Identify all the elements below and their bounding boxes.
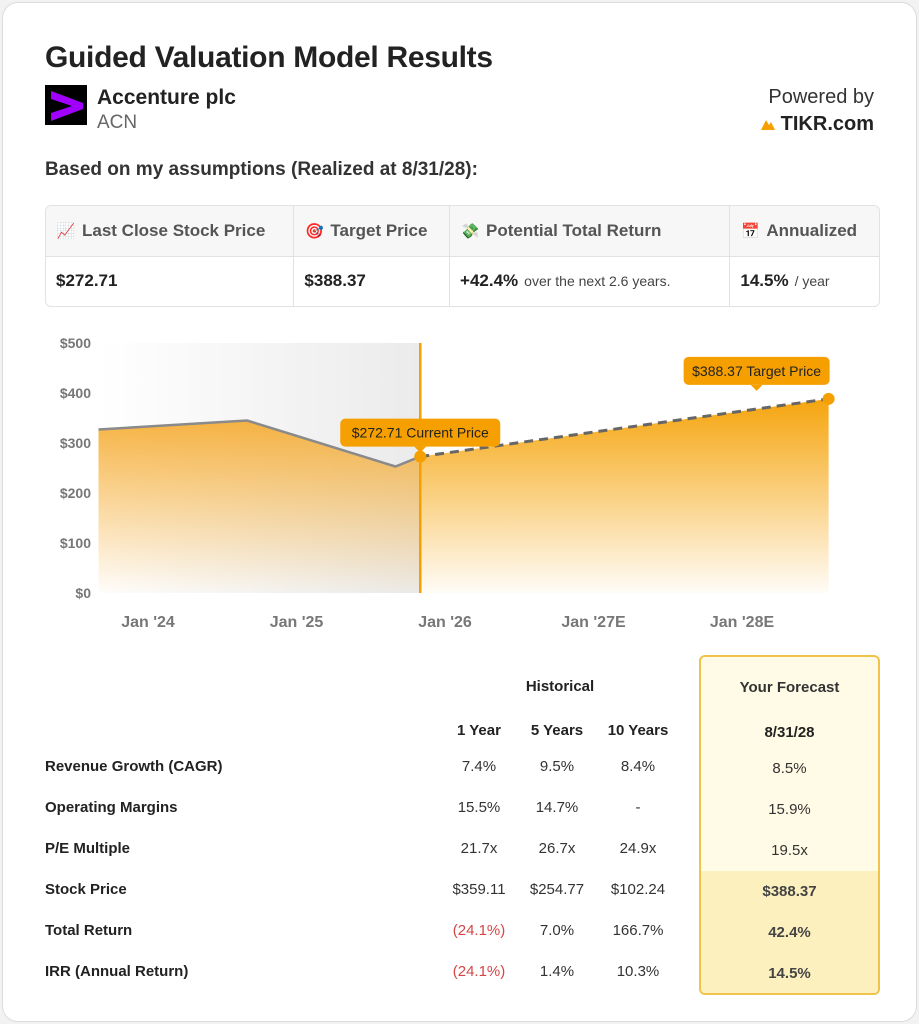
forecast-cell: 19.5x	[771, 842, 808, 859]
y-tick-label: $0	[75, 585, 91, 601]
assumptions-subtitle: Based on my assumptions (Realized at 8/3…	[45, 159, 478, 180]
row-label: Total Return	[45, 922, 133, 939]
target-price-label-pointer	[750, 384, 763, 391]
forecast-line	[420, 397, 829, 459]
page-title: Guided Valuation Model Results	[45, 41, 493, 74]
powered-by: Powered by TIKR.com	[760, 86, 874, 136]
target-icon: 🎯	[305, 221, 324, 240]
tikr-logo-icon	[760, 113, 775, 136]
chart-increasing-icon: 📈	[56, 221, 76, 240]
current-price-label-bg	[340, 418, 501, 447]
table-cell: 7.0%	[539, 922, 575, 939]
summary-label: Last Close Stock Price	[82, 220, 266, 240]
summary-col-annualized: 📅 Annualized 14.5% / year	[730, 206, 879, 306]
calendar-icon: 📅	[741, 221, 760, 240]
target-price-label-bg	[683, 356, 830, 385]
table-cell: 24.9x	[619, 840, 657, 857]
table-cell: 14.7%	[535, 799, 579, 816]
table-cell: 15.5%	[457, 799, 501, 816]
last-close-value: $272.71	[56, 271, 118, 291]
summary-col-last-close: 📈 Last Close Stock Price $272.71	[46, 206, 295, 306]
x-tick-label: Jan '27E	[561, 614, 626, 631]
x-tick-label: Jan '28E	[710, 614, 775, 631]
y-tick-label: $500	[60, 335, 91, 351]
summary-label: Annualized	[766, 220, 858, 240]
column-header: 5 Years	[530, 722, 584, 739]
summary-col-target: 🎯 Target Price $388.37	[294, 206, 451, 306]
table-cell: $102.24	[610, 881, 666, 898]
forecast-header: Your Forecast	[739, 679, 840, 696]
historical-line	[98, 419, 421, 468]
total-return-value: +42.4%	[460, 271, 519, 291]
table-cell: 26.7x	[538, 840, 576, 857]
current-price-point	[414, 450, 427, 463]
target-price-point	[822, 392, 835, 405]
table-cell: 1.4%	[539, 963, 575, 980]
current-price-label-pointer	[414, 446, 427, 453]
historical-header: Historical	[525, 678, 595, 695]
y-tick-label: $200	[60, 485, 91, 501]
table-cell: 166.7%	[612, 922, 664, 939]
row-label: P/E Multiple	[45, 840, 131, 857]
annualized-note: / year	[794, 273, 830, 290]
row-label: IRR (Annual Return)	[45, 963, 189, 980]
table-cell: $254.77	[529, 881, 585, 898]
forecast-cell: $388.37	[762, 883, 817, 900]
y-tick-label: $100	[60, 535, 91, 551]
total-return-note: over the next 2.6 years.	[524, 273, 671, 290]
column-header: 1 Year	[457, 722, 501, 739]
summary-label: Potential Total Return	[486, 220, 662, 240]
forecast-area	[420, 398, 829, 593]
target-price-label: $388.37 Target Price	[692, 363, 821, 379]
y-tick-label: $400	[60, 385, 91, 401]
forecast-cell: 42.4%	[768, 924, 811, 941]
company-ticker: ACN	[97, 112, 138, 133]
forecast-date-header: 8/31/28	[764, 724, 815, 741]
x-tick-label: Jan '24	[121, 614, 175, 631]
table-cell: 10.3%	[616, 963, 660, 980]
money-wings-icon: 💸	[460, 221, 480, 240]
table-cell: $359.11	[452, 881, 506, 898]
forecast-column	[699, 655, 880, 995]
annualized-value: 14.5%	[740, 271, 789, 291]
tikr-brand-text: TIKR.com	[780, 113, 874, 135]
tikr-brand-link[interactable]: TIKR.com	[760, 113, 874, 136]
forecast-cell: 14.5%	[768, 965, 811, 982]
table-cell: 9.5%	[539, 758, 575, 775]
historical-area	[98, 420, 421, 593]
table-cell: (24.1%)	[452, 922, 506, 939]
target-price-value: $388.37	[304, 271, 366, 291]
forecast-cell: 8.5%	[772, 760, 807, 777]
row-label: Stock Price	[45, 881, 127, 898]
forecast-cell: 15.9%	[768, 801, 811, 818]
current-price-label: $272.71 Current Price	[352, 425, 489, 441]
x-tick-label: Jan '25	[270, 614, 324, 631]
company-name: Accenture plc	[97, 86, 236, 109]
powered-by-label: Powered by	[768, 86, 874, 108]
table-cell: 21.7x	[460, 840, 498, 857]
accenture-logo-icon	[45, 85, 87, 125]
summary-col-total-return: 💸 Potential Total Return +42.4% over the n…	[450, 206, 731, 306]
x-tick-label: Jan '26	[418, 614, 472, 631]
y-tick-label: $300	[60, 435, 91, 451]
table-cell: 8.4%	[620, 758, 656, 775]
table-cell: (24.1%)	[452, 963, 506, 980]
row-label: Operating Margins	[45, 799, 178, 816]
summary-table: 📈 Last Close Stock Price $272.71 🎯 Target …	[45, 205, 880, 307]
table-cell: 7.4%	[461, 758, 497, 775]
row-label: Revenue Growth (CAGR)	[45, 758, 223, 775]
table-cell: -	[635, 799, 641, 816]
price-chart: $272.71 Current Price $388.37 Target Pric…	[60, 335, 835, 631]
column-header: 10 Years	[607, 722, 669, 739]
summary-label: Target Price	[330, 220, 428, 240]
